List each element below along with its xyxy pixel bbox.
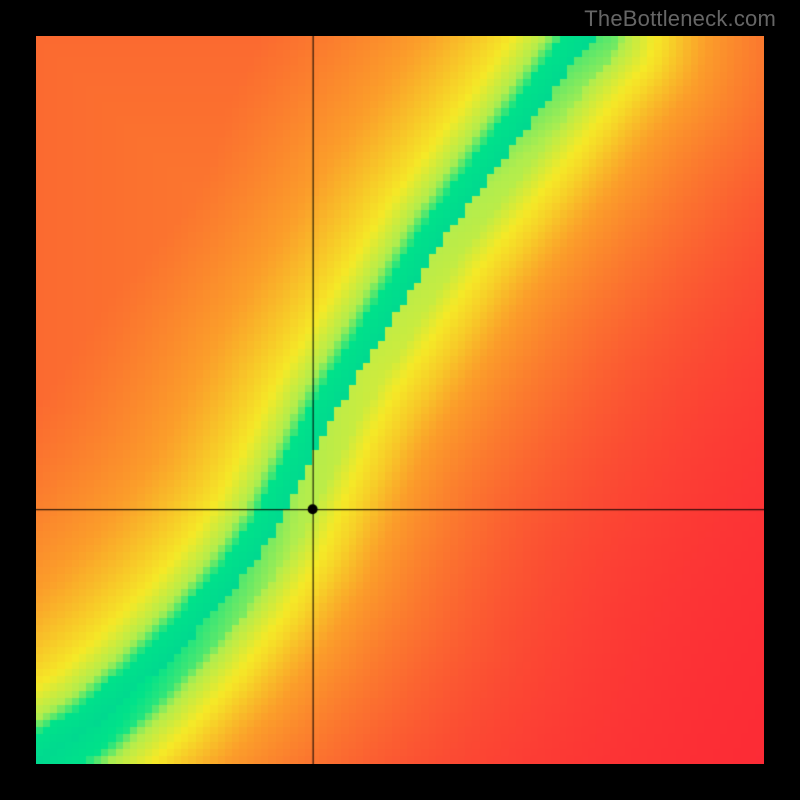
watermark-text: TheBottleneck.com [584,6,776,32]
chart-container: TheBottleneck.com [0,0,800,800]
heatmap-frame [36,36,764,764]
bottleneck-heatmap [36,36,764,764]
